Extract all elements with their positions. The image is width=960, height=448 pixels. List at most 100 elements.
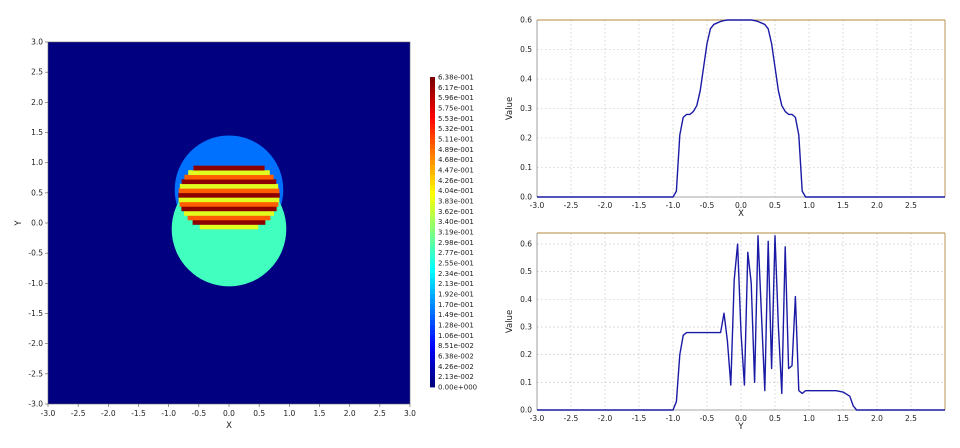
colorbar-segment [430,211,435,217]
x-tick-label: 1.0 [803,414,815,423]
x-tick-label: 0.5 [769,201,781,210]
colorbar-segment [430,139,435,145]
heatmap-stripe [178,188,280,194]
series-line [537,19,945,198]
colorbar-segment [430,128,435,135]
colorbar-segment [430,102,435,109]
colorbar-label: 1.92e-001 [438,291,474,299]
colorbar-segment [430,82,435,88]
y-tick-label: -3.0 [28,400,43,409]
colorbar-segment [430,92,435,99]
colorbar-segment [430,325,435,331]
colorbar-label: 3.19e-001 [438,229,474,237]
x-tick-label: -2.0 [101,409,116,418]
y-tick-label: 0.3 [520,104,532,113]
colorbar-label: 8.51e-002 [438,342,474,350]
colorbar-segment [430,247,435,254]
y-tick-label: 0.4 [520,295,532,304]
x-tick-label: 1.0 [803,201,815,210]
heatmap-panel: -3.0 -2.5 -2.0 -1.5 -1.0 -0.5 0.0 0.5 1.0 1.5 2.0 2… [14,38,416,432]
heatmap-stripe [178,197,280,203]
y-tick-label: 0.3 [520,323,532,332]
x-tick-label: 2.5 [374,409,386,418]
y-tick-label: 0.1 [520,163,532,172]
colorbar-segment [430,304,435,310]
x-tick-label: -2.0 [598,201,613,210]
colorbar-segment [430,340,435,347]
colorbar-label: 4.68e-001 [438,156,474,164]
y-axis-label: Value [505,310,515,333]
colorbar-segment [430,356,435,362]
colorbar-segment [430,185,435,192]
x-tick-label: 2.0 [871,414,883,423]
x-tick-label: 0.0 [223,409,235,418]
y-tick-label: 1.5 [31,128,43,137]
y-tick-label: 2.0 [31,98,43,107]
colorbar-label: 2.98e-001 [438,239,474,247]
colorbar-segment [430,283,435,290]
colorbar-segment [430,345,435,352]
heatmap-stripe [188,170,270,176]
x-tick-label: 2.0 [344,409,356,418]
colorbar-segment [430,268,435,274]
colorbar-label: 1.70e-001 [438,301,474,309]
colorbar-segment [430,263,435,269]
colorbar-segment [430,180,435,186]
y-tick-label: 0.0 [31,219,43,228]
colorbar-segment [430,252,435,259]
colorbar-segment [430,170,435,176]
colorbar-segment [430,87,435,93]
x-tick-label: 3.0 [404,409,416,418]
colorbar-segment [430,144,435,150]
colorbar-label: 2.13e-002 [438,373,474,381]
y-tick-label: -2.0 [28,339,43,348]
y-tick-label: 0.2 [520,350,532,359]
colorbar-label: 3.62e-001 [438,208,474,216]
x-tick-label: 0.0 [735,201,747,210]
y-tick-label: 0.4 [520,75,532,84]
colorbar-segment [430,299,435,305]
x-axis-label: Y [737,422,744,432]
y-tick-label: 0.5 [31,188,43,197]
colorbar-label: 2.13e-001 [438,280,474,288]
line-plot-y-profile: -3.0 -2.5 -2.0 -1.5 -1.0 -0.5 0.0 0.5 1.0 1.5 2.0 2… [505,232,946,432]
y-tick-label: 2.5 [31,68,43,77]
colorbar-segment [430,309,435,316]
colorbar-segment [430,371,435,378]
x-tick-label: -1.5 [131,409,146,418]
colorbar-segment [430,257,435,264]
colorbar-segment [430,159,435,166]
colorbar-label: 5.11e-001 [438,136,474,144]
x-tick-label: -2.5 [564,201,579,210]
heatmap-stripe [193,165,265,171]
series-line [537,235,945,411]
heatmap-stripe [187,215,271,221]
colorbar-label: 4.26e-001 [438,177,474,185]
colorbar-segment [430,232,435,238]
y-tick-label: 0.0 [520,193,532,202]
heatmap-stripe [184,174,274,180]
x-tick-label: -3.0 [530,201,545,210]
y-tick-label: 3.0 [31,38,43,47]
x-tick-label: -0.5 [700,414,715,423]
colorbar-segment [430,216,435,223]
y-tick-label: -1.0 [28,279,43,288]
colorbar-segment [430,175,435,181]
x-tick-label: -2.5 [564,414,579,423]
x-tick-label: 1.5 [837,201,849,210]
x-axis-label: X [226,421,232,431]
x-tick-label: 1.5 [837,414,849,423]
colorbar-segment [430,221,435,228]
x-tick-label: -2.5 [71,409,86,418]
x-tick-label: 0.5 [769,414,781,423]
heatmap-stripe [178,192,280,198]
colorbar-segment [430,273,435,279]
colorbar-segment [430,108,435,114]
x-tick-label: 2.0 [871,201,883,210]
colorbar-segment [430,123,435,130]
colorbar-label: 2.55e-001 [438,260,474,268]
x-tick-label: 2.5 [905,201,917,210]
x-tick-label: -1.0 [666,414,681,423]
colorbar-segment [430,97,435,104]
heatmap-stripe [179,183,279,189]
